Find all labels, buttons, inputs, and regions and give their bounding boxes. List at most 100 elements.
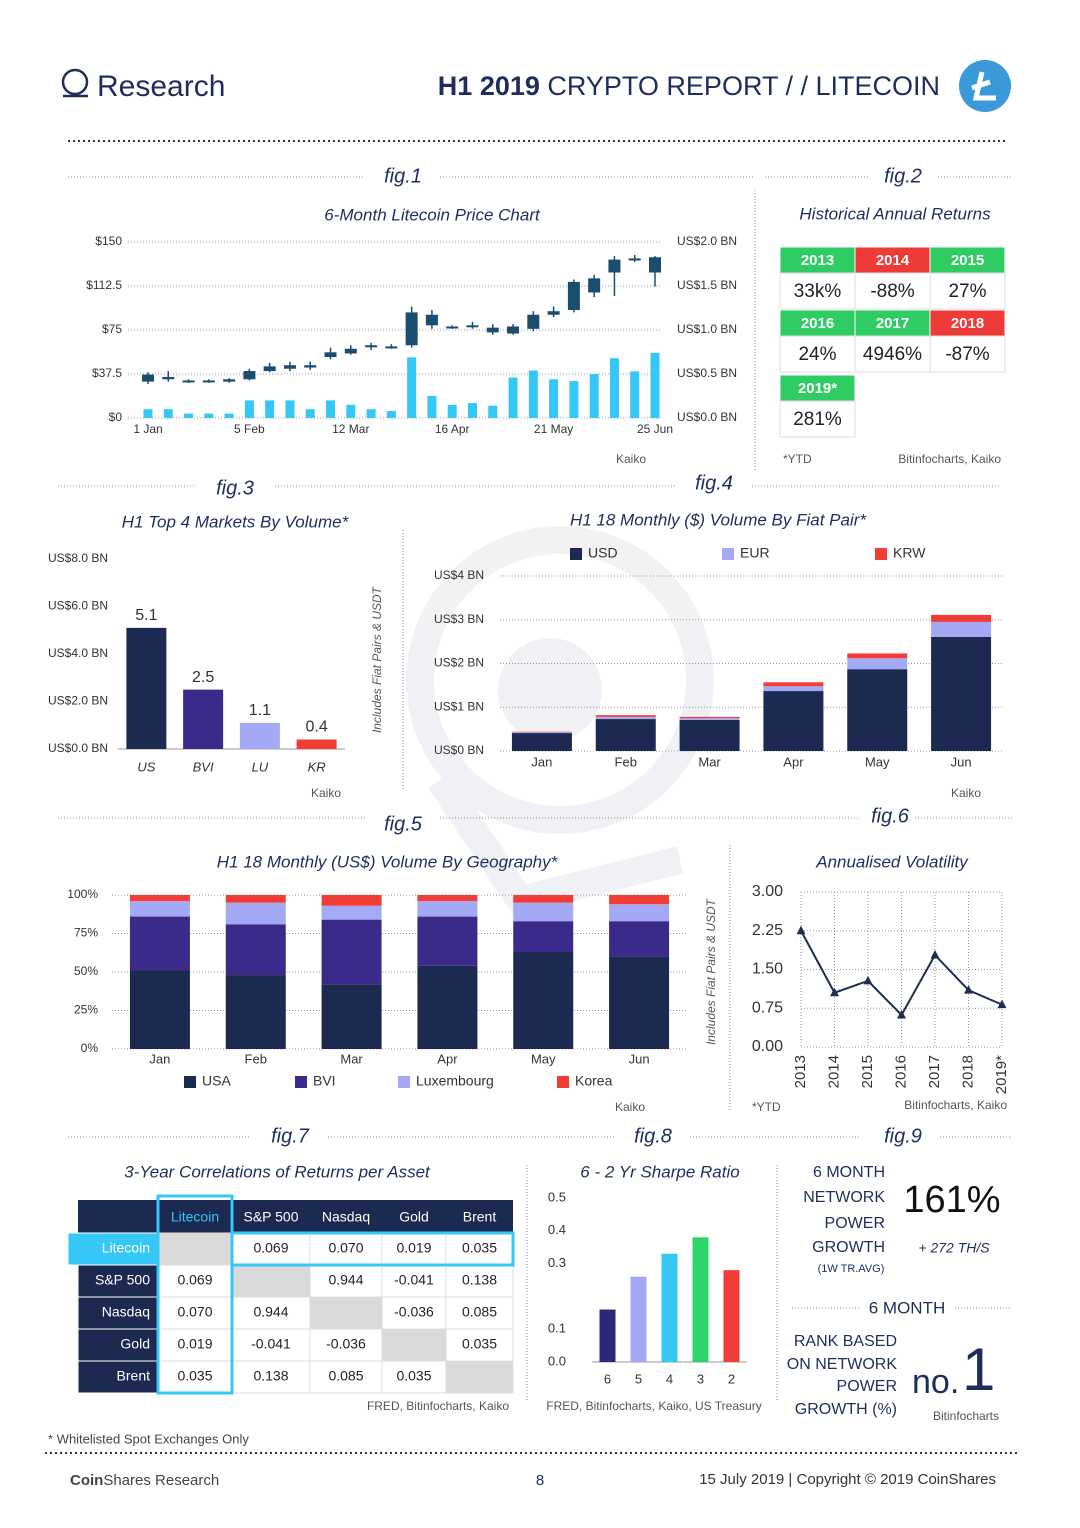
- brand: Research: [97, 70, 225, 103]
- growth-label: GROWTH: [812, 1239, 885, 1256]
- y-tick-label: US$0 BN: [434, 743, 484, 757]
- x-tick-label: Jan: [531, 754, 552, 769]
- source: Bitinfocharts, Kaiko: [898, 452, 1001, 466]
- legend-swatch: [570, 548, 582, 560]
- candle-body: [182, 380, 195, 383]
- year-cell: [779, 246, 856, 274]
- legend-swatch: [557, 1076, 569, 1088]
- row-label-cell: [67, 1232, 159, 1266]
- bar-segment: [225, 902, 286, 925]
- cell-value: 0.138: [462, 1272, 497, 1288]
- x-tick-label: May: [865, 754, 890, 769]
- bar-segment: [679, 716, 740, 719]
- year: 2013: [801, 252, 834, 269]
- y-tick-label: US$3 BN: [434, 612, 484, 626]
- bar-segment: [511, 732, 572, 734]
- source: Bitinfocharts, Kaiko: [904, 1098, 1007, 1112]
- cell-value: 0.085: [328, 1368, 363, 1384]
- x-tick-label: 1 Jan: [133, 422, 162, 436]
- diagonal-cell: [309, 1296, 383, 1330]
- bar-segment: [417, 895, 478, 902]
- bar-segment: [595, 716, 656, 720]
- chart-title: H1 Top 4 Markets By Volume*: [122, 512, 350, 531]
- source: FRED, Bitinfocharts, Kaiko, US Treasury: [546, 1399, 761, 1413]
- cell: [381, 1264, 447, 1298]
- figure-label: fig.7: [271, 1125, 310, 1147]
- bar-segment: [513, 902, 574, 922]
- year-cell: [929, 246, 1006, 274]
- candle-body: [608, 259, 621, 273]
- legend-swatch: [722, 548, 734, 560]
- header-row: [78, 1200, 513, 1233]
- copyright: 15 July 2019 | Copyright © 2019 CoinShar…: [699, 1471, 996, 1488]
- bar-segment: [513, 921, 574, 952]
- value-cell: [779, 272, 856, 310]
- y-tick-label: 0.00: [752, 1038, 783, 1055]
- y-tick-label: 0.5: [548, 1189, 566, 1204]
- rank-heading: 6 MONTH: [869, 1298, 946, 1317]
- figure-label: fig.6: [871, 805, 910, 827]
- marker: [930, 950, 940, 959]
- bar-segment: [321, 984, 382, 1049]
- source: Kaiko: [311, 786, 341, 800]
- y-tick-label: 50%: [74, 964, 98, 978]
- cell-value: 0.035: [462, 1240, 497, 1256]
- axis-label: Includes Fiat Pairs & USDT: [704, 897, 718, 1045]
- value-label: 2.5: [192, 669, 214, 686]
- separators: [45, 176, 1018, 1454]
- bar-segment: [321, 895, 382, 906]
- y-tick-label: 75%: [74, 926, 98, 940]
- candle-body: [628, 258, 641, 261]
- volume-bar: [224, 413, 234, 418]
- cell: [309, 1232, 383, 1266]
- volume-bar: [265, 400, 275, 418]
- report-title-rest: CRYPTO REPORT / / LITECOIN: [540, 71, 940, 101]
- column-header: Brent: [463, 1209, 497, 1225]
- footer-brand-bold: Coin: [70, 1472, 103, 1489]
- bar: [630, 1276, 647, 1362]
- diagonal-cell: [381, 1328, 447, 1362]
- return-value: -88%: [870, 281, 914, 302]
- diagonal-cell: [157, 1232, 233, 1266]
- bar-segment: [847, 669, 908, 751]
- x-tick-label: 4: [666, 1371, 673, 1386]
- cell-value: 0.070: [328, 1240, 363, 1256]
- cell-value: 0.035: [462, 1336, 497, 1352]
- chart-title: H1 18 Monthly ($) Volume By Fiat Pair*: [570, 510, 867, 529]
- volume-bar: [508, 377, 518, 418]
- rank-label: POWER: [837, 1378, 897, 1395]
- cell-value: 0.035: [396, 1368, 431, 1384]
- bar-segment: [679, 718, 740, 720]
- year: 2019*: [798, 380, 837, 397]
- cell-value: -0.036: [394, 1304, 434, 1320]
- table-title: Historical Annual Returns: [799, 204, 991, 223]
- y-tick-label: US$6.0 BN: [48, 599, 108, 613]
- bar: [183, 689, 224, 749]
- bar: [692, 1237, 709, 1362]
- legend-swatch: [398, 1076, 410, 1088]
- volume-bar: [630, 371, 640, 418]
- source: Kaiko: [951, 786, 981, 800]
- bar-segment: [847, 653, 908, 659]
- cell-value: 0.035: [177, 1368, 212, 1384]
- litecoin-logo-mark: [971, 71, 996, 101]
- cell-value: -0.041: [251, 1336, 291, 1352]
- cell: [231, 1328, 311, 1362]
- footnote: * Whitelisted Spot Exchanges Only: [48, 1431, 249, 1446]
- watermark: [406, 526, 714, 916]
- rank-label: GROWTH (%): [795, 1401, 897, 1418]
- cell: [381, 1360, 447, 1394]
- volume-bar: [549, 379, 559, 418]
- legend-label: EUR: [740, 545, 770, 561]
- year: 2018: [951, 315, 984, 332]
- x-tick-label: Apr: [437, 1051, 458, 1066]
- bar-segment: [321, 919, 382, 985]
- x-tick-label: Mar: [698, 754, 721, 769]
- bar: [239, 722, 280, 749]
- figure-label: fig.2: [884, 165, 922, 187]
- footer-brand: CoinShares Research: [70, 1472, 219, 1489]
- value-cell: [929, 335, 1006, 373]
- legend-label: USA: [202, 1073, 231, 1089]
- bar-segment: [511, 733, 572, 751]
